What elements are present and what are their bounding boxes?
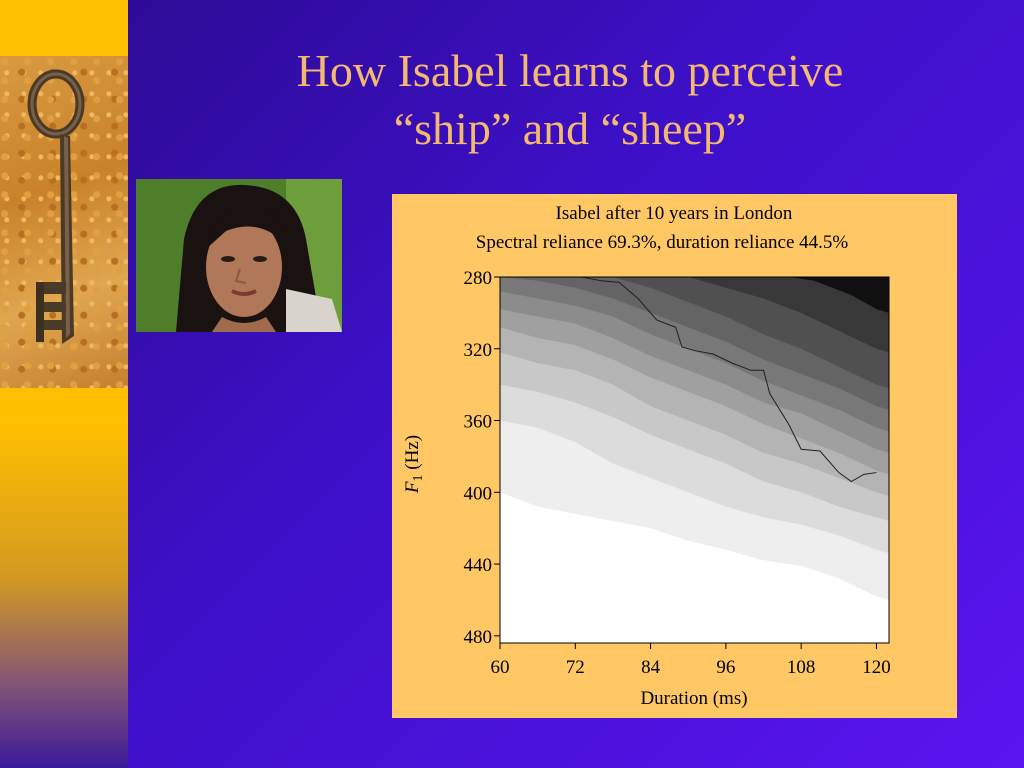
x-axis: 60 72 84 96 108 120 [491, 643, 891, 678]
x-tick-label: 96 [716, 657, 735, 678]
x-tick-label: 60 [491, 657, 510, 678]
y-tick-label: 280 [464, 268, 493, 289]
plot-frame [499, 276, 890, 644]
y-axis-label: F1 (Hz) [402, 435, 426, 494]
portrait-figure [136, 179, 342, 332]
woman-portrait-photo [136, 179, 342, 332]
y-tick-label: 480 [464, 627, 493, 648]
y-axis-label-italic: F [402, 481, 423, 494]
heatmap-chart: Isabel after 10 years in London Spectral… [402, 203, 891, 709]
x-tick-label: 120 [862, 657, 891, 678]
y-axis-label-subscript: 1 [411, 474, 426, 481]
x-tick-label: 108 [787, 657, 816, 678]
y-axis: 280 320 360 400 440 480 [464, 268, 500, 648]
category-boundary-line [581, 276, 877, 483]
x-axis-label: Duration (ms) [640, 688, 747, 709]
y-axis-label-unit: (Hz) [402, 435, 423, 475]
y-tick-label: 440 [464, 555, 493, 576]
heatmap-level-10 [688, 277, 889, 353]
plot-area [500, 277, 889, 643]
heatmap-level-11 [788, 277, 889, 313]
sidebar-top-bar [0, 0, 128, 56]
chart-subtitle: Spectral reliance 69.3%, duration relian… [476, 232, 849, 253]
x-tick-label: 72 [566, 657, 585, 678]
chart-panel: Isabel after 10 years in London Spectral… [392, 194, 957, 718]
key-icon [27, 69, 85, 344]
slide-title-line-2: “ship” and “sheep” [393, 103, 747, 154]
slide-title-line-1: How Isabel learns to perceive [296, 45, 844, 96]
antique-key-photo [0, 56, 128, 388]
y-tick-label: 400 [464, 483, 493, 504]
y-tick-label: 360 [464, 412, 493, 433]
chart-title: Isabel after 10 years in London [556, 203, 793, 224]
x-tick-label: 84 [641, 657, 661, 678]
y-tick-label: 320 [464, 340, 493, 361]
slide-title: How Isabel learns to perceive “ship” and… [150, 42, 990, 158]
